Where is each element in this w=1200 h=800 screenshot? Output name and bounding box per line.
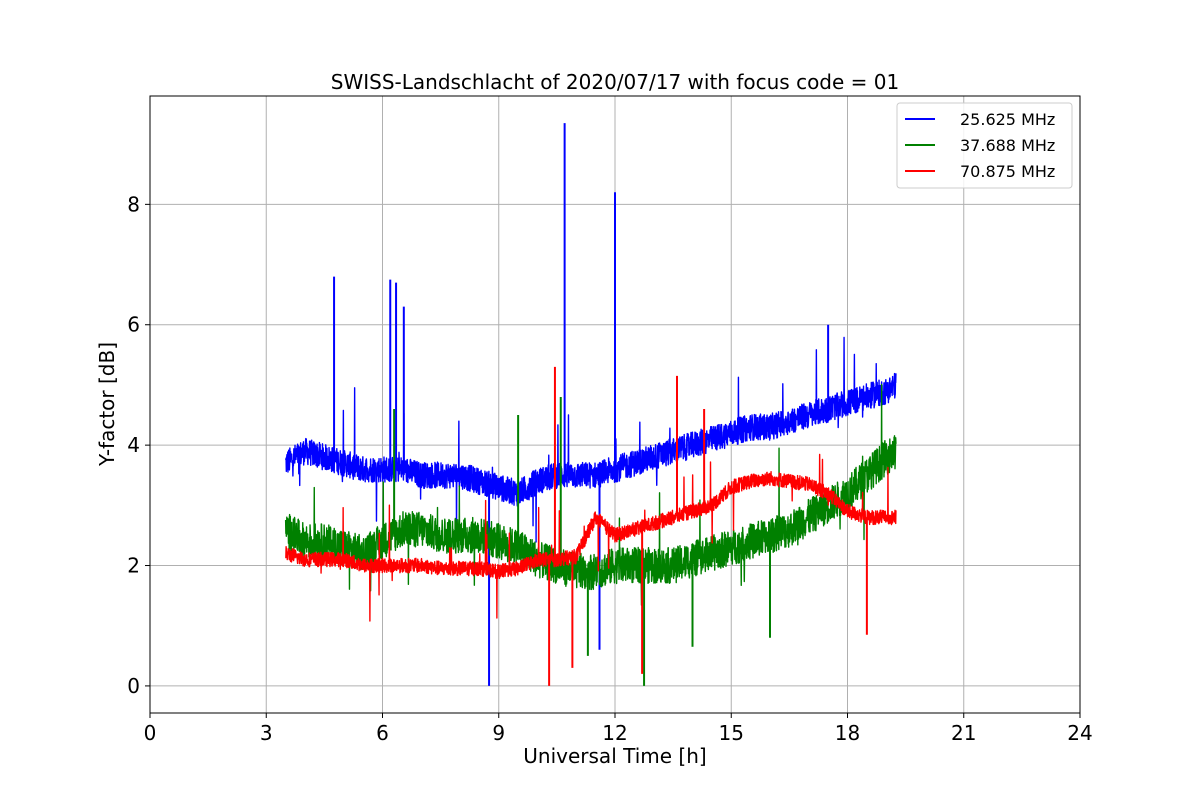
y-tick-label: 4 <box>127 433 140 457</box>
x-tick-label: 21 <box>951 721 976 745</box>
legend: 25.625 MHz 37.688 MHz 70.875 MHz <box>896 102 1073 189</box>
x-tick-label: 6 <box>376 721 389 745</box>
y-axis: 0 2 4 6 8 <box>127 192 150 698</box>
series-line <box>285 453 897 622</box>
series-1 <box>284 383 897 686</box>
x-tick-label: 18 <box>835 721 860 745</box>
x-tick-label: 12 <box>602 721 627 745</box>
chart-title: SWISS-Landschlacht of 2020/07/17 with fo… <box>331 70 899 94</box>
series-0 <box>285 123 897 686</box>
legend-label: 70.875 MHz <box>960 162 1055 181</box>
x-tick-label: 3 <box>260 721 273 745</box>
y-axis-label: Y-factor [dB] <box>95 342 119 467</box>
y-tick-label: 6 <box>127 313 140 337</box>
series-line <box>284 383 897 606</box>
y-tick-label: 2 <box>127 554 140 578</box>
x-tick-label: 0 <box>144 721 157 745</box>
x-axis: 0 3 6 9 12 15 18 21 24 <box>144 713 1093 745</box>
y-tick-label: 0 <box>127 674 140 698</box>
series-2 <box>285 366 897 686</box>
series-layer <box>284 123 897 686</box>
legend-item: 25.625 MHz <box>905 110 1055 129</box>
legend-item: 37.688 MHz <box>905 136 1055 155</box>
y-tick-label: 8 <box>127 192 140 216</box>
legend-box <box>896 102 1073 189</box>
legend-item: 70.875 MHz <box>905 162 1055 181</box>
x-axis-label: Universal Time [h] <box>523 744 706 768</box>
legend-label: 25.625 MHz <box>960 110 1055 129</box>
x-tick-label: 24 <box>1067 721 1092 745</box>
series-line <box>285 336 897 543</box>
x-tick-label: 9 <box>492 721 505 745</box>
legend-label: 37.688 MHz <box>960 136 1055 155</box>
x-tick-label: 15 <box>719 721 744 745</box>
